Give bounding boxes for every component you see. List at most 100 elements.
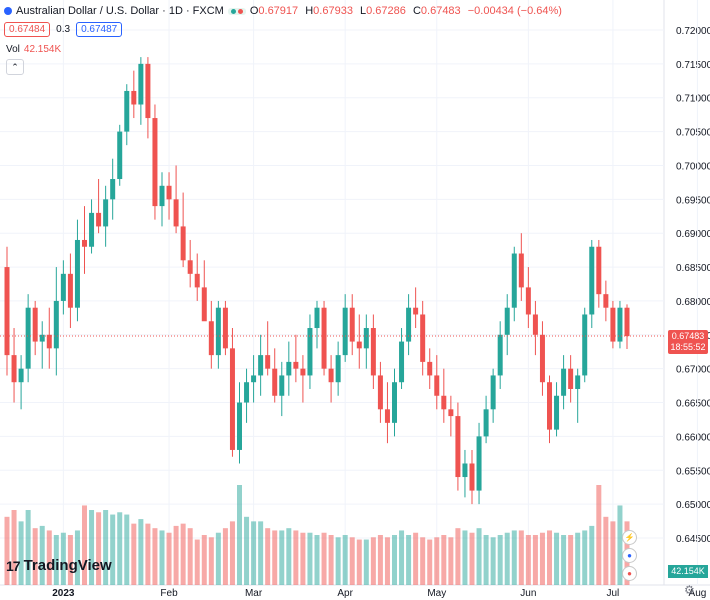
candle-body	[173, 199, 179, 227]
sell-button[interactable]: 0.67484	[4, 22, 51, 37]
volume-bar	[575, 532, 581, 585]
volume-bar	[152, 528, 158, 585]
candle-body	[399, 341, 405, 383]
volume-bar	[258, 521, 264, 585]
volume-bar	[610, 521, 616, 585]
volume-bar	[455, 528, 461, 585]
candle-body	[427, 361, 433, 376]
volume-bar	[237, 485, 242, 585]
y-tick-label: 0.70500	[676, 128, 710, 139]
candle-body	[300, 368, 306, 376]
volume-bar	[96, 512, 102, 585]
volume-bar	[406, 535, 412, 585]
market-status-icon[interactable]	[227, 7, 246, 15]
candle-body	[321, 307, 327, 369]
candle-body	[39, 334, 45, 342]
volume-bar	[180, 523, 186, 585]
volume-bar	[131, 523, 137, 585]
candle-body	[518, 253, 524, 288]
candle-body	[307, 328, 313, 376]
volume-bar	[300, 532, 306, 585]
volume-bar	[399, 530, 405, 585]
candle-body	[603, 294, 609, 308]
candle-body	[575, 375, 581, 389]
tradingview-logo[interactable]: 17 TradingView	[6, 557, 112, 574]
candle-body	[244, 382, 250, 403]
volume-bar	[504, 532, 510, 585]
candle-body	[349, 307, 355, 342]
y-tick-label: 0.67000	[676, 365, 710, 376]
volume-bar	[511, 530, 517, 585]
candle-body	[152, 118, 158, 207]
candle-body	[180, 226, 186, 261]
volume-bar	[434, 537, 440, 585]
candle-body	[159, 185, 165, 207]
au-flag-icon[interactable]: ●	[622, 548, 637, 563]
candle-body	[504, 307, 510, 335]
volume-bar	[427, 539, 433, 585]
volume-bar	[335, 537, 341, 585]
candle-body	[554, 395, 560, 430]
candle-body	[229, 348, 235, 450]
volume-bar	[532, 535, 538, 585]
volume-bar	[251, 521, 257, 585]
candle-body	[286, 361, 292, 376]
volume-bar	[286, 528, 292, 585]
candle-body	[237, 402, 242, 450]
candle-body	[18, 368, 24, 383]
buy-button[interactable]: 0.67487	[76, 22, 123, 37]
candle-body	[582, 314, 588, 376]
volume-bar	[363, 539, 369, 585]
volume-bar	[448, 537, 454, 585]
candle-body	[89, 212, 95, 247]
candle-body	[265, 355, 271, 369]
candle-body	[314, 307, 320, 329]
volume-bar	[265, 528, 271, 585]
volume-bar	[384, 537, 390, 585]
candle-body	[406, 307, 412, 342]
y-tick-label: 0.65500	[676, 466, 710, 477]
candle-body	[384, 409, 390, 423]
symbol-title[interactable]: Australian Dollar / U.S. Dollar · 1D · F…	[16, 5, 224, 17]
last-price-tag: 0.67483 18:55:52	[668, 330, 708, 354]
collapse-legend-button[interactable]: ⌃	[6, 59, 24, 75]
candle-body	[11, 355, 17, 383]
lightning-icon[interactable]: ⚡	[622, 530, 637, 545]
volume-bar	[208, 537, 214, 585]
candle-body	[469, 463, 475, 491]
volume-bar	[279, 530, 285, 585]
candle-body	[434, 375, 440, 396]
candle-body	[293, 361, 299, 369]
candle-body	[166, 185, 172, 200]
volume-bar	[420, 537, 426, 585]
candle-body	[201, 287, 207, 322]
volume-legend: Vol 42.154K	[6, 44, 62, 55]
volume-bar	[377, 535, 383, 585]
volume-bar	[314, 535, 320, 585]
candle-body	[392, 382, 397, 423]
candle-body	[610, 307, 616, 342]
x-tick-label: Feb	[160, 588, 178, 599]
volume-bar	[272, 530, 278, 585]
volume-bar	[194, 539, 200, 585]
candle-body	[561, 368, 567, 396]
volume-bar	[124, 514, 130, 585]
candle-body	[448, 409, 454, 417]
volume-bar	[525, 535, 531, 585]
volume-bar	[60, 532, 66, 585]
volume-bar	[483, 535, 489, 585]
change-value: −0.00434 (−0.64%)	[467, 5, 562, 17]
volume-bar	[117, 512, 123, 585]
y-tick-label: 0.70000	[676, 161, 710, 172]
volume-bar	[187, 528, 193, 585]
candle-body	[53, 300, 59, 349]
volume-bar	[25, 510, 31, 585]
us-flag-icon[interactable]: ●	[622, 566, 637, 581]
ohlc-values: O0.67917 H0.67933 L0.67286 C0.67483 −0.0…	[249, 5, 562, 17]
gear-icon[interactable]: ⚙	[684, 583, 695, 597]
candle-body	[124, 90, 130, 132]
tv-logo-icon: 17	[6, 557, 21, 574]
y-tick-label: 0.71500	[676, 60, 710, 71]
volume-bar	[349, 537, 355, 585]
